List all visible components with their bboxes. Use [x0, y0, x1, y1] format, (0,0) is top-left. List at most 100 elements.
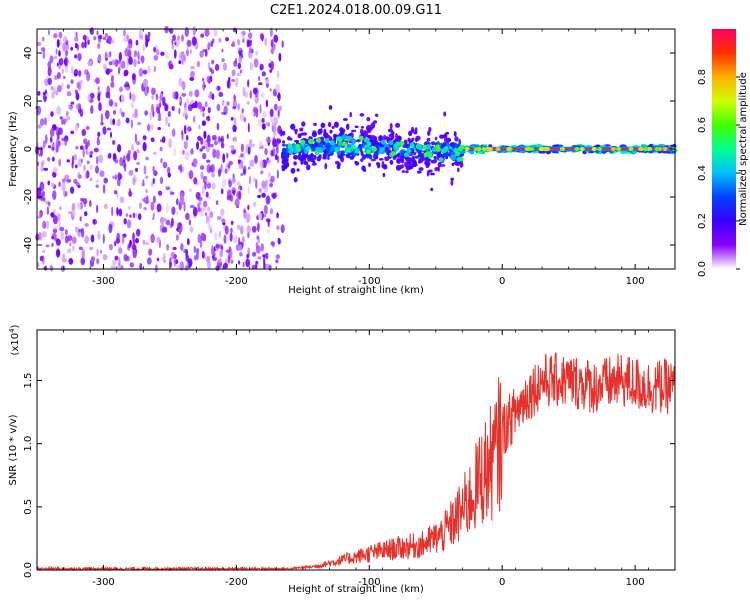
spectrogram-cell — [97, 94, 100, 100]
spectrogram-peak — [337, 141, 343, 147]
spectrogram-cell — [220, 163, 223, 173]
spectrogram-cell — [143, 78, 148, 88]
spectrogram-cell — [167, 172, 171, 178]
spectrogram-cell — [282, 130, 286, 136]
spectrogram-cell — [55, 238, 61, 246]
spectrogram-cell — [179, 261, 185, 271]
spectrogram-cell — [207, 77, 211, 85]
spectrogram-ytick-label: 0 — [23, 146, 34, 152]
spectrogram-cell — [51, 182, 55, 188]
spectrogram-cell — [186, 238, 190, 246]
spectrogram-cell — [296, 168, 300, 172]
spectrogram-cell — [211, 93, 215, 101]
spectrogram-cell — [59, 116, 62, 120]
spectrogram-cell — [346, 153, 349, 157]
spectrogram-cell — [259, 104, 262, 114]
spectrogram-cell — [182, 149, 185, 155]
spectrogram-cell — [98, 53, 102, 63]
spectrogram-cell — [159, 176, 164, 185]
spectrogram-cell — [442, 152, 447, 158]
spectrogram-cell — [102, 184, 106, 194]
snr-multiplier: (x104) — [8, 324, 21, 355]
spectrogram-cell — [53, 166, 58, 174]
spectrogram-cell — [165, 186, 171, 191]
spectrogram-cell — [381, 160, 385, 168]
spectrogram-cell — [70, 186, 75, 194]
spectrogram-cell — [163, 218, 167, 222]
spectrogram-cell — [85, 171, 88, 180]
spectrogram-cell — [62, 42, 66, 52]
spectrogram-ridge-dot — [597, 147, 603, 151]
snr-panel: -300 -200 -100 0 100 0.0 0.5 1.0 1.5 Height of s… — [8, 324, 676, 595]
spectrogram-cell — [243, 165, 247, 174]
spectrogram-cell — [133, 150, 138, 161]
spectrogram-peak — [308, 138, 313, 144]
spectrogram-cell — [210, 164, 215, 173]
spectrogram-cell — [56, 249, 61, 256]
spectrogram-cell — [164, 116, 169, 126]
spectrogram-cell — [263, 255, 266, 266]
spectrogram-cell — [80, 257, 86, 266]
spectrogram-cell — [226, 189, 232, 199]
spectrogram-cell — [164, 25, 170, 34]
spectrogram-cell — [247, 79, 250, 88]
spectrogram-cell — [273, 117, 278, 125]
spectrogram-xtick-label: -200 — [225, 276, 248, 287]
spectrogram-cell — [47, 145, 52, 149]
spectrogram-cell — [74, 54, 78, 59]
spectrogram-cell — [36, 105, 42, 115]
spectrogram-cell — [200, 232, 206, 241]
spectrogram-cell — [183, 248, 188, 254]
spectrogram-cell — [108, 243, 113, 251]
spectrogram-ridge-dot — [506, 147, 512, 151]
spectrogram-cell — [243, 91, 249, 98]
spectrogram-cell — [258, 212, 263, 220]
spectrogram-cell — [437, 161, 442, 168]
spectrogram-ylabel: Frequency (Hz) — [8, 111, 19, 187]
spectrogram-cell — [257, 256, 262, 260]
spectrogram-cell — [247, 166, 251, 170]
spectrogram-cell — [159, 146, 163, 152]
spectrogram-cell — [405, 170, 409, 174]
spectrogram-cell — [113, 190, 118, 195]
spectrogram-cell — [249, 159, 255, 167]
spectrogram-cell — [102, 126, 107, 135]
spectrogram-cell — [281, 147, 287, 153]
spectrogram-cell — [376, 162, 381, 169]
spectrogram-cell — [418, 157, 424, 164]
spectrogram-cell — [450, 180, 454, 186]
spectrogram-cell — [89, 154, 93, 158]
spectrogram-cell — [428, 126, 432, 132]
spectrogram-cell — [269, 88, 272, 92]
spectrogram-ytick-label: -40 — [23, 237, 34, 253]
spectrogram-cell — [53, 215, 58, 225]
snr-multiplier-base: (x10 — [10, 333, 21, 356]
spectrogram-cell — [186, 39, 192, 47]
spectrogram-cell — [251, 111, 255, 116]
spectrogram-cell — [264, 148, 268, 156]
spectrogram-cell — [248, 175, 252, 185]
spectrogram-cell — [218, 230, 222, 238]
spectrogram-cell — [368, 162, 371, 166]
spectrogram-cell — [460, 163, 464, 167]
spectrogram-ridge-dot — [559, 147, 565, 151]
spectrogram-peak — [417, 145, 423, 151]
spectrogram-cell — [82, 198, 88, 205]
spectrogram-cell — [122, 155, 126, 164]
spectrogram-cell — [249, 46, 253, 54]
spectrogram-cell — [201, 120, 206, 126]
spectrogram-cell — [53, 56, 58, 60]
spectrogram-cell — [186, 49, 189, 57]
spectrogram-xtick-label: -100 — [358, 276, 381, 287]
spectrogram-cell — [148, 248, 153, 256]
spectrogram-cell — [82, 148, 85, 158]
spectrogram-cell — [450, 177, 455, 181]
spectrogram-cell — [202, 112, 205, 117]
spectrogram-cell — [255, 241, 259, 249]
spectrogram-cell — [223, 262, 228, 269]
spectrogram-cell — [230, 259, 234, 264]
spectrogram-cell — [277, 155, 280, 164]
spectrogram-cell — [362, 168, 367, 172]
spectrogram-cell — [97, 42, 101, 50]
spectrogram-cell — [221, 99, 225, 106]
